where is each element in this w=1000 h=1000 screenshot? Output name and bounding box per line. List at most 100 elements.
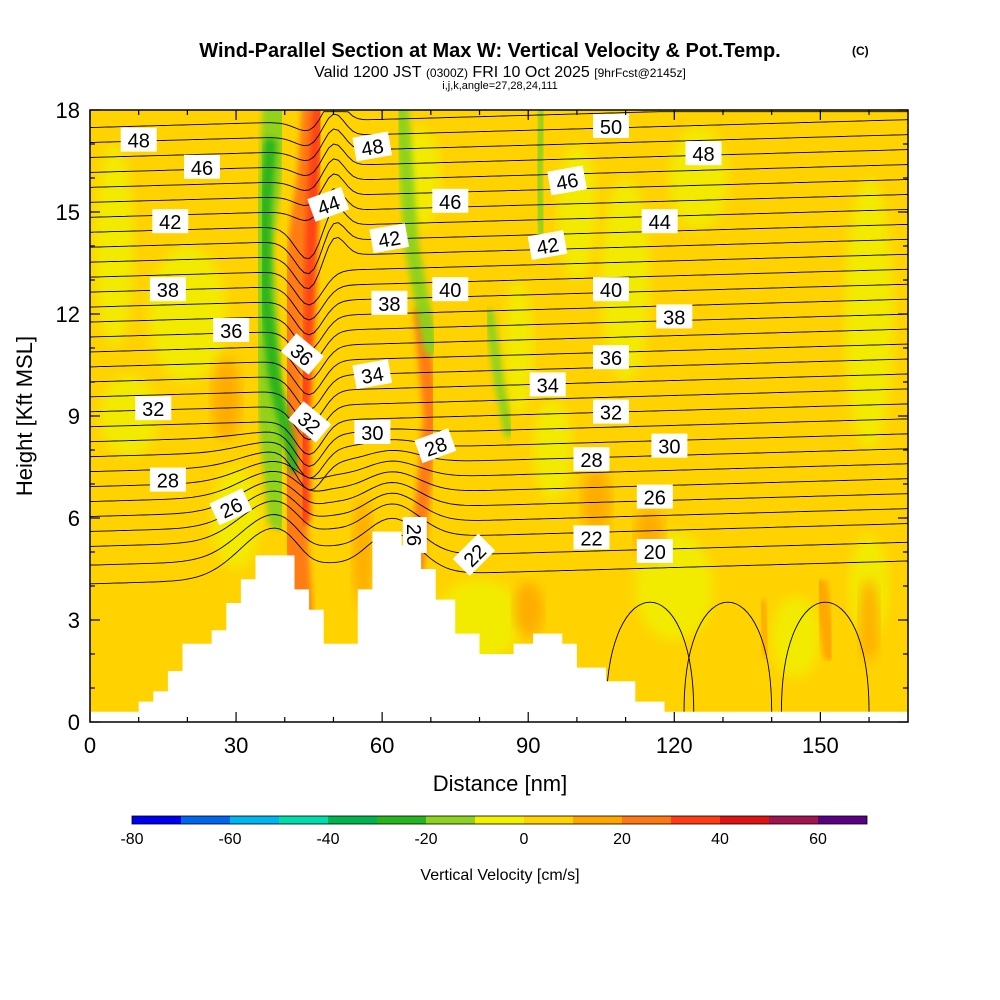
colorbar-segment xyxy=(573,816,622,824)
isentrope-label: 32 xyxy=(135,396,172,421)
copyright-mark: (C) xyxy=(852,44,869,58)
svg-text:50: 50 xyxy=(600,117,622,139)
isentrope-line xyxy=(90,433,908,479)
texture-blob xyxy=(211,467,261,569)
colorbar-segment xyxy=(279,816,328,824)
svg-text:30: 30 xyxy=(361,423,383,445)
svg-text:38: 38 xyxy=(663,307,685,329)
colorbar-segment xyxy=(622,816,671,824)
isentrope-label: 42 xyxy=(369,223,410,254)
x-axis-label: Distance [nm] xyxy=(433,771,568,796)
isentrope-contours xyxy=(90,111,908,712)
isentrope-line xyxy=(90,514,908,566)
isentrope-line xyxy=(90,328,908,381)
colorbar-segment xyxy=(181,816,230,824)
colorbar-segment xyxy=(426,816,475,824)
isentrope-line xyxy=(90,158,908,191)
isentrope-line xyxy=(90,143,908,177)
svg-text:36: 36 xyxy=(600,348,622,370)
colorbar-segment xyxy=(720,816,769,824)
y-tick-label: 9 xyxy=(68,404,80,429)
colorbar-segment xyxy=(328,816,377,824)
svg-text:48: 48 xyxy=(692,144,714,166)
isentrope-label: 34 xyxy=(529,372,566,397)
colorbar-segment xyxy=(818,816,867,824)
svg-text:38: 38 xyxy=(378,294,400,316)
svg-text:28: 28 xyxy=(580,450,602,472)
y-tick-label: 0 xyxy=(68,710,80,735)
colorbar-tick-label: 20 xyxy=(613,831,631,848)
isentrope-labels: 48 46 42 38 36 32 28 26 36 32 44 48 42 38 34 30 28 26 22 46… xyxy=(120,114,722,576)
isentrope-label: 40 xyxy=(593,277,629,302)
valid-time-line: Valid 1200 JST (0300Z) FRI 10 Oct 2025 [… xyxy=(314,64,686,81)
terrain-mask xyxy=(90,531,908,722)
isentrope-line xyxy=(90,283,908,336)
isentrope-label: 20 xyxy=(636,539,673,564)
svg-text:22: 22 xyxy=(580,528,602,550)
svg-text:32: 32 xyxy=(142,399,164,421)
texture-blob xyxy=(513,582,543,637)
texture-blob xyxy=(503,280,534,416)
x-tick-label: 120 xyxy=(656,733,693,758)
isentrope-label: 48 xyxy=(120,127,157,153)
texture-blob xyxy=(352,497,373,607)
isentrope-line xyxy=(683,601,773,712)
isentrope-line xyxy=(90,173,908,206)
isentrope-label: 46 xyxy=(184,154,220,180)
isentrope-label: 44 xyxy=(641,209,678,234)
colorbar-label: Vertical Velocity [cm/s] xyxy=(420,867,579,884)
svg-text:26: 26 xyxy=(402,524,424,546)
isentrope-label: 26 xyxy=(402,517,427,553)
isentrope-label: 26 xyxy=(636,484,673,510)
svg-text:38: 38 xyxy=(157,280,179,302)
isentrope-label: 22 xyxy=(573,525,610,550)
svg-text:48: 48 xyxy=(360,136,386,162)
texture-blob xyxy=(557,144,597,280)
colorbar-segment xyxy=(524,816,573,824)
isentrope-line xyxy=(90,373,908,426)
isentrope-label: 28 xyxy=(149,467,186,493)
weak-up-feature xyxy=(758,599,771,658)
velocity-features xyxy=(248,110,838,684)
downdraft-feature xyxy=(259,137,301,474)
svg-text:36: 36 xyxy=(220,321,242,343)
colorbar-segment xyxy=(671,816,720,824)
isentrope-line xyxy=(90,113,908,147)
y-axis-label: Height [Kft MSL] xyxy=(12,336,37,496)
svg-text:46: 46 xyxy=(191,158,213,180)
isentrope-line xyxy=(90,188,908,221)
isentrope-label: 48 xyxy=(685,141,722,166)
svg-text:42: 42 xyxy=(535,234,561,260)
texture-blob xyxy=(844,178,894,450)
svg-text:28: 28 xyxy=(157,471,179,493)
svg-text:40: 40 xyxy=(439,280,461,302)
isentrope-line xyxy=(90,222,908,275)
y-tick-label: 15 xyxy=(56,200,80,225)
colorbar-tick-label: 60 xyxy=(809,831,827,848)
texture-blob xyxy=(859,579,879,661)
isentrope-label: 50 xyxy=(593,114,629,139)
texture-blob xyxy=(771,596,821,678)
isentrope-line xyxy=(780,601,870,712)
isentrope-line xyxy=(605,601,695,712)
plot-area: 48 46 42 38 36 32 28 26 36 32 44 48 42 38 34 30 28 26 22 46… xyxy=(90,110,908,722)
isentrope-line xyxy=(90,128,908,162)
isentrope-line xyxy=(90,500,908,547)
isentrope-label: 46 xyxy=(432,188,469,214)
isentrope-label: 36 xyxy=(213,318,250,343)
isentrope-label: 46 xyxy=(547,165,587,196)
texture-blob xyxy=(581,467,611,535)
colorbar-tick-label: -40 xyxy=(316,831,339,848)
svg-text:34: 34 xyxy=(537,375,559,397)
isentrope-line xyxy=(90,448,908,491)
svg-text:26: 26 xyxy=(644,488,666,510)
isentrope-line xyxy=(90,343,908,396)
weak-up-feature xyxy=(813,578,838,662)
isentrope-label: 48 xyxy=(352,131,393,162)
svg-text:20: 20 xyxy=(644,542,666,564)
downdraft-feature xyxy=(484,309,514,438)
isentrope-line xyxy=(90,460,908,488)
svg-text:40: 40 xyxy=(600,280,622,302)
